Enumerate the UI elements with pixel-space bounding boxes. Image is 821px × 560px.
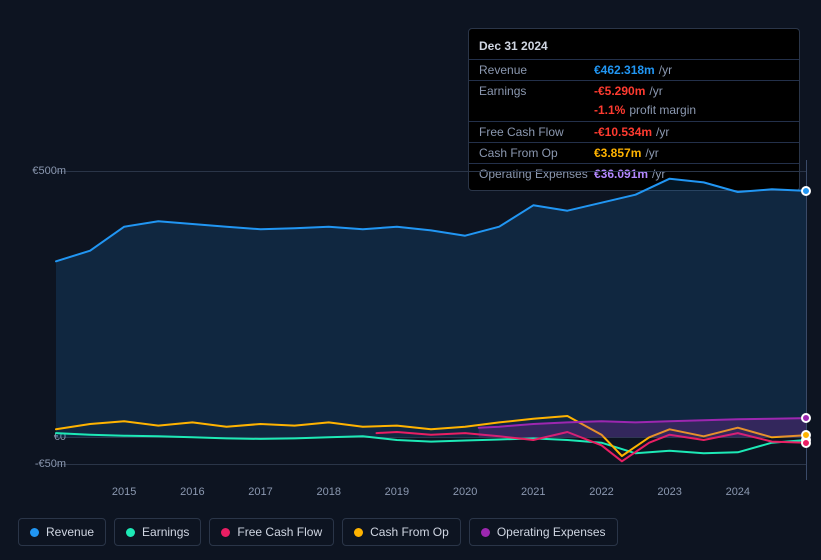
tooltip-row: Earnings-€5.290m/yr — [469, 80, 799, 101]
series-marker-cfo — [801, 430, 811, 440]
legend-dot-icon — [30, 528, 39, 537]
tooltip-row: Revenue€462.318m/yr — [469, 59, 799, 80]
legend-item-label: Free Cash Flow — [237, 525, 322, 539]
tooltip-row-value: €462.318m — [594, 63, 655, 77]
series-marker-opex — [801, 413, 811, 423]
x-axis-label: 2022 — [589, 486, 613, 498]
tooltip-row-suffix: /yr — [645, 146, 658, 160]
legend-item-label: Operating Expenses — [497, 525, 606, 539]
legend-item-label: Cash From Op — [370, 525, 449, 539]
legend-item-cfo[interactable]: Cash From Op — [342, 518, 461, 546]
financials-chart[interactable]: €500m€0-€50m 201520162017201820192020202… — [16, 160, 806, 480]
tooltip-row-label: Free Cash Flow — [479, 125, 594, 139]
tooltip-row-suffix: /yr — [649, 84, 662, 98]
tooltip-row-label: Earnings — [479, 84, 594, 98]
tooltip-date: Dec 31 2024 — [469, 35, 799, 59]
x-axis-label: 2024 — [726, 486, 750, 498]
legend-item-label: Earnings — [142, 525, 189, 539]
tooltip-row-label: Cash From Op — [479, 146, 594, 160]
legend-dot-icon — [481, 528, 490, 537]
x-axis-label: 2017 — [248, 486, 272, 498]
x-axis-label: 2020 — [453, 486, 477, 498]
tooltip-row-suffix: /yr — [659, 63, 672, 77]
x-axis-label: 2021 — [521, 486, 545, 498]
x-axis-label: 2015 — [112, 486, 136, 498]
tooltip-row-value: -€5.290m — [594, 84, 645, 98]
series-fill-revenue — [56, 179, 806, 438]
x-axis-label: 2016 — [180, 486, 204, 498]
legend-dot-icon — [354, 528, 363, 537]
tooltip-subrow-suffix: profit margin — [629, 103, 696, 117]
tooltip-row: Free Cash Flow-€10.534m/yr — [469, 121, 799, 142]
x-axis-label: 2023 — [657, 486, 681, 498]
legend-dot-icon — [221, 528, 230, 537]
tooltip-subrow-value: -1.1% — [594, 103, 625, 117]
tooltip-row-suffix: /yr — [656, 125, 669, 139]
series-marker-revenue — [801, 186, 811, 196]
legend-item-revenue[interactable]: Revenue — [18, 518, 106, 546]
tooltip-row-value: -€10.534m — [594, 125, 652, 139]
legend-item-fcf[interactable]: Free Cash Flow — [209, 518, 334, 546]
tooltip-row-value: €3.857m — [594, 146, 641, 160]
x-axis-label: 2018 — [316, 486, 340, 498]
tooltip-subrow: -1.1% profit margin — [469, 101, 799, 121]
legend-item-label: Revenue — [46, 525, 94, 539]
chart-legend: Revenue Earnings Free Cash Flow Cash From O… — [18, 518, 618, 546]
legend-dot-icon — [126, 528, 135, 537]
x-axis-label: 2019 — [385, 486, 409, 498]
legend-item-opex[interactable]: Operating Expenses — [469, 518, 618, 546]
tooltip-row-label: Revenue — [479, 63, 594, 77]
legend-item-earnings[interactable]: Earnings — [114, 518, 201, 546]
